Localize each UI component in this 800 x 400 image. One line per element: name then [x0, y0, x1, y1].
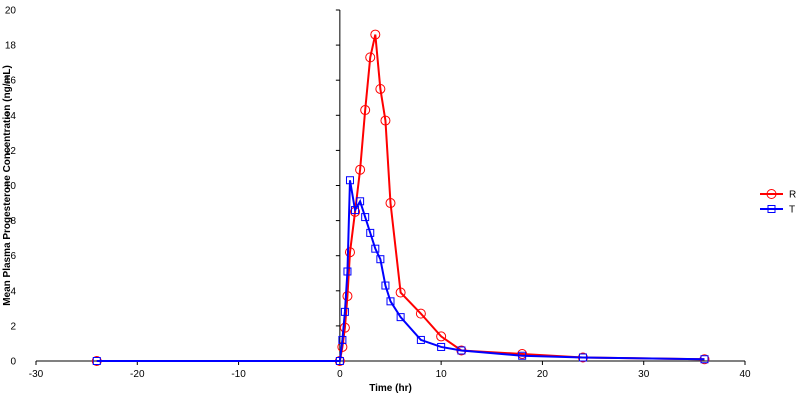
x-axis-title: Time (hr) — [369, 383, 412, 394]
legend-marker-T — [767, 205, 776, 213]
data-point-T — [437, 342, 446, 351]
data-point-T — [457, 346, 466, 355]
series-layer — [91, 29, 710, 366]
data-point-R — [344, 247, 355, 258]
data-point-T — [416, 335, 425, 344]
y-tick-label: 2 — [10, 321, 16, 332]
legend-item-R: R — [760, 189, 796, 201]
data-point-R — [355, 164, 366, 175]
data-point-R — [365, 52, 376, 63]
data-point-R — [375, 83, 386, 94]
y-tick-label: 12 — [5, 146, 17, 157]
data-point-T — [700, 355, 709, 364]
x-tick-label: -30 — [29, 369, 44, 380]
data-point-T — [396, 313, 405, 322]
data-point-T — [356, 197, 365, 206]
data-point-R — [370, 29, 381, 40]
legend-label-T: T — [789, 205, 795, 216]
y-tick-label: 8 — [10, 216, 16, 227]
data-point-R — [360, 105, 371, 116]
legend-label-R: R — [789, 190, 796, 201]
data-point-T — [386, 297, 395, 306]
data-point-T — [518, 351, 527, 360]
y-tick-label: 20 — [5, 6, 17, 17]
series-R — [91, 29, 710, 366]
data-point-T — [338, 335, 347, 344]
data-point-R — [395, 287, 406, 298]
x-tick-label: -10 — [231, 369, 246, 380]
data-point-R — [436, 331, 447, 342]
data-point-R — [385, 198, 396, 209]
y-axis-title: Mean Plasma Progesterone Concentration (… — [2, 65, 13, 306]
data-point-T — [381, 281, 390, 290]
x-tick-label: -20 — [130, 369, 145, 380]
series-T — [92, 176, 709, 365]
data-point-T — [345, 176, 354, 185]
x-tick-label: 40 — [739, 369, 751, 380]
legend-marker-R — [766, 189, 777, 199]
data-point-R — [415, 308, 426, 319]
data-point-R — [517, 348, 528, 359]
data-point-T — [371, 244, 380, 253]
series-line-R — [96, 34, 705, 362]
y-tick-label: 14 — [5, 111, 17, 122]
x-tick-label: 10 — [436, 369, 448, 380]
x-tick-label: 30 — [638, 369, 650, 380]
legend-item-T: T — [760, 205, 795, 216]
x-tick-label: 0 — [337, 369, 343, 380]
data-point-T — [343, 267, 352, 276]
series-line-T — [96, 180, 705, 362]
y-tick-label: 4 — [10, 286, 16, 297]
data-point-R — [380, 115, 391, 126]
data-point-R — [339, 322, 350, 333]
data-point-T — [376, 255, 385, 264]
axes-layer: -30 -20 -10 0 10 20 30 40 0 2 4 6 8 10 12 14 16 18 20 — [5, 6, 751, 381]
data-point-T — [351, 206, 360, 215]
legend: RT — [760, 189, 796, 216]
data-point-T — [335, 357, 344, 365]
y-tick-label: 16 — [5, 76, 17, 87]
y-tick-label: 6 — [10, 251, 16, 262]
y-tick-label: 18 — [5, 41, 17, 52]
data-point-T — [340, 307, 349, 316]
data-point-T — [578, 353, 587, 362]
data-point-R — [342, 291, 353, 302]
data-point-T — [366, 228, 375, 237]
x-tick-label: 20 — [537, 369, 549, 380]
y-tick-label: 0 — [10, 357, 16, 368]
y-tick-label: 10 — [5, 181, 17, 192]
data-point-T — [92, 357, 101, 365]
data-point-T — [361, 213, 370, 222]
